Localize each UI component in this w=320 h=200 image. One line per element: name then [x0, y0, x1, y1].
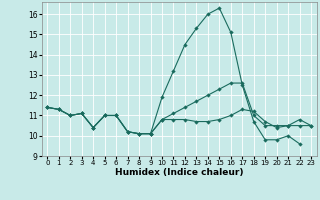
X-axis label: Humidex (Indice chaleur): Humidex (Indice chaleur) — [115, 168, 244, 177]
